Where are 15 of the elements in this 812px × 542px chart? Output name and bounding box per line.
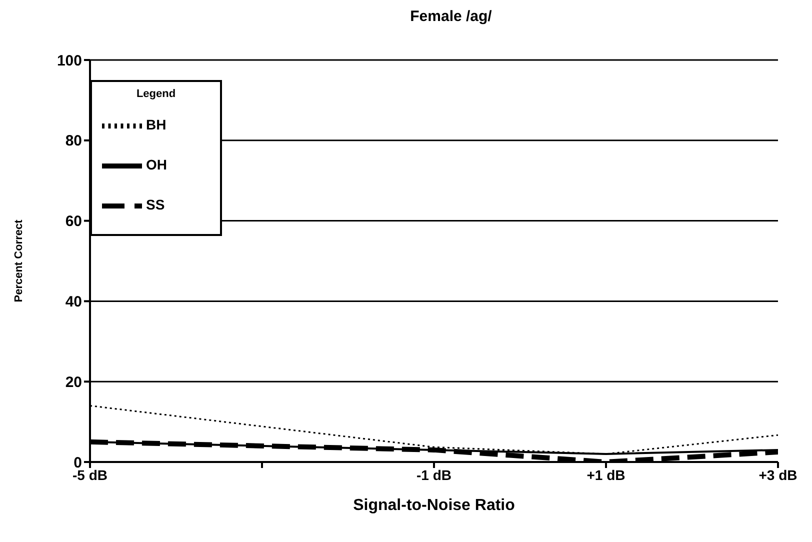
- y-tick-label: 100: [56, 52, 82, 70]
- legend-label: OH: [146, 156, 167, 173]
- x-tick-label: +3 dB: [758, 466, 798, 483]
- y-tick-label: 40: [65, 294, 82, 311]
- y-axis-title: Percent Correct: [12, 219, 25, 302]
- legend-label: SS: [146, 196, 165, 213]
- y-tick-label: 60: [65, 213, 82, 230]
- x-tick-label: +1 dB: [586, 466, 626, 483]
- y-tick-label: 80: [65, 132, 82, 150]
- x-axis-title: Signal-to-Noise Ratio: [353, 497, 516, 514]
- legend-label: BH: [146, 116, 166, 133]
- x-tick-label: -1 dB: [416, 466, 452, 483]
- chart-title: Female /ag/: [409, 8, 493, 27]
- y-tick-label: 20: [65, 374, 82, 391]
- legend-title: Legend: [135, 88, 177, 100]
